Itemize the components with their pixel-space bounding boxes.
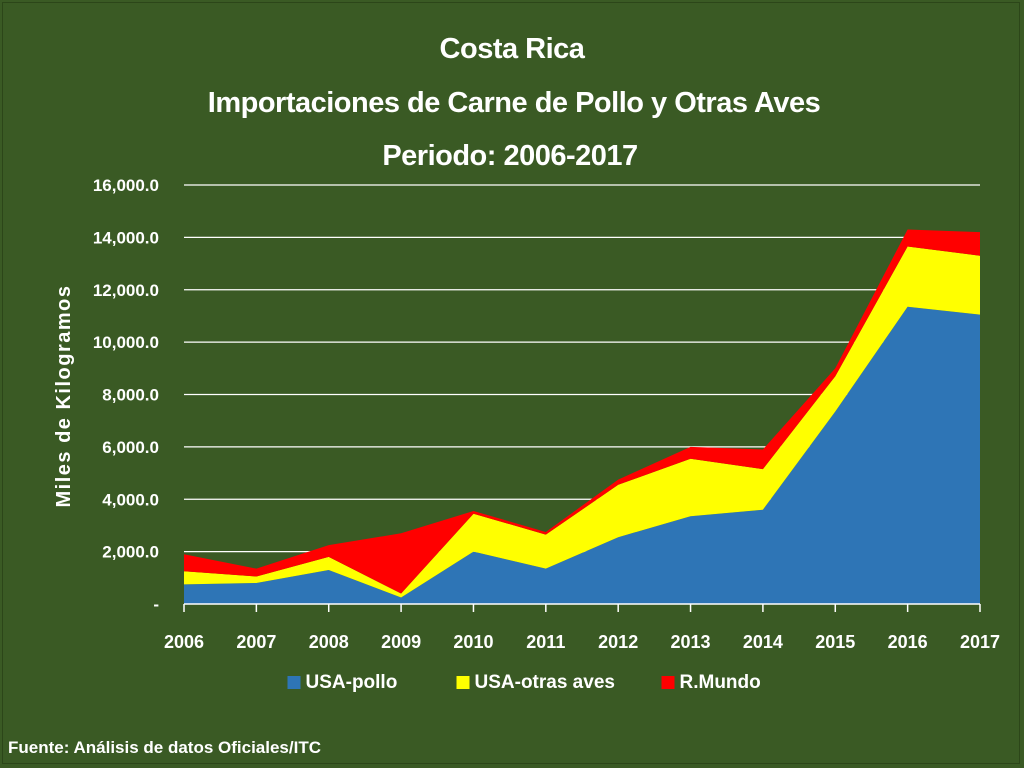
title-line-3: Periodo: 2006-2017 [382,140,637,172]
legend-swatch [456,676,470,689]
y-tick-label: 12,000.0 [93,281,159,300]
x-tick-label: 2016 [888,632,928,652]
x-tick-label: 2014 [743,632,783,652]
x-tick-label: 2009 [381,632,421,652]
y-axis-label: Miles de Kilogramos [53,285,75,508]
y-tick-label: 4,000.0 [102,490,159,509]
y-tick-label: - [153,595,159,614]
axes: - 2,000.0 4,000.0 6,000.0 8,000.0 10,000.0 12,… [93,176,1000,652]
plot-areas [184,229,980,604]
x-tick-label: 2012 [598,632,638,652]
area-usa-otras-aves [184,246,980,598]
chart-title: Costa Rica Importaciones de Carne de Pol… [208,33,821,172]
x-tick-label: 2011 [526,632,565,652]
x-tick-label: 2015 [815,632,855,652]
area-usa-pollo [184,306,980,604]
title-line-2: Importaciones de Carne de Pollo y Otras … [208,87,820,119]
source-note: Fuente: Análisis de datos Oficiales/ITC [8,738,321,757]
legend-swatch [287,676,301,689]
y-tick-label: 10,000.0 [93,333,159,352]
y-tick-label: 16,000.0 [93,176,159,195]
title-line-1: Costa Rica [440,33,586,65]
x-tick-label: 2010 [453,632,493,652]
y-tick-label: 6,000.0 [102,438,159,457]
x-tick-label: 2017 [960,632,1000,652]
legend-label: USA-pollo [306,672,398,693]
x-tick-label: 2007 [236,632,276,652]
legend: USA-pollo USA-otras aves R.Mundo [287,672,761,693]
y-tick-label: 14,000.0 [93,228,159,247]
x-tick-label: 2008 [309,632,349,652]
y-tick-label: 2,000.0 [102,543,159,562]
legend-swatch [661,676,675,689]
x-tick-label: 2006 [164,632,204,652]
x-tick-label: 2013 [671,632,711,652]
legend-label: R.Mundo [680,672,761,693]
y-tick-label: 8,000.0 [102,386,159,405]
legend-label: USA-otras aves [475,672,615,693]
